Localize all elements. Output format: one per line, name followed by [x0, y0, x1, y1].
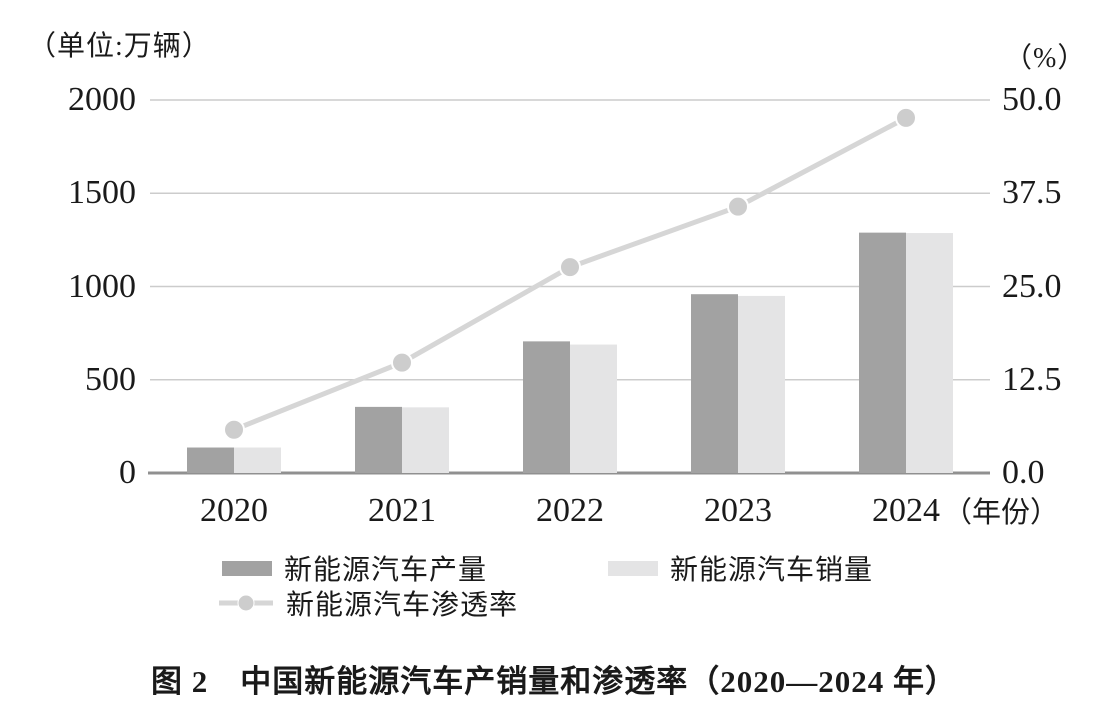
- penetration-marker-2020: [223, 418, 245, 441]
- bar-sales-2021: [402, 407, 449, 473]
- x-axis-label-2020: 2020: [200, 492, 268, 529]
- y-axis-left-tick-label: 500: [85, 360, 136, 398]
- y-axis-right-tick-label: 0.0: [1002, 454, 1045, 491]
- bar-sales-2020: [234, 447, 281, 473]
- penetration-marker-2023: [727, 195, 749, 218]
- penetration-line-swatch-icon: [219, 594, 273, 612]
- bar-sales-2022: [570, 344, 617, 473]
- bar-sales-2023: [738, 295, 785, 473]
- y-axis-right-tick-label: 37.5: [1002, 174, 1062, 212]
- legend-label-penetration: 新能源汽车渗透率: [286, 590, 519, 621]
- y-axis-right-tick-label: 12.5: [1002, 360, 1062, 398]
- penetration-marker-2021: [391, 351, 413, 374]
- bar-production-2022: [523, 341, 570, 473]
- bar-sales-2024: [906, 233, 953, 473]
- chart-plot: [148, 99, 990, 475]
- production-swatch-icon: [222, 560, 272, 576]
- legend-item-sales: 新能源汽车销量: [608, 548, 873, 588]
- x-axis-label-2021: 2021: [368, 492, 436, 529]
- figure-caption: 图 2 中国新能源汽车产销量和渗透率（2020—2024 年）: [151, 664, 957, 699]
- x-axis-label-2024: 2024: [872, 492, 940, 529]
- right-axis-unit-label: （%）: [1004, 43, 1087, 74]
- y-axis-left-tick-label: 1500: [68, 174, 136, 212]
- legend-item-production: 新能源汽车产量: [222, 548, 487, 588]
- bar-production-2020: [187, 447, 234, 473]
- bar-production-2024: [859, 232, 906, 473]
- sales-swatch-icon: [608, 560, 658, 576]
- x-axis-unit-label: （年份）: [943, 497, 1060, 529]
- bar-production-2023: [691, 294, 738, 473]
- legend-label-production: 新能源汽车产量: [284, 555, 488, 586]
- penetration-marker-2022: [559, 256, 581, 279]
- x-axis-label-2022: 2022: [536, 492, 604, 529]
- legend-item-penetration: 新能源汽车渗透率: [218, 583, 518, 623]
- y-axis-left-tick-label: 2000: [68, 81, 136, 118]
- left-axis-unit-label: （单位:万辆）: [28, 31, 211, 62]
- y-axis-left-tick-label: 1000: [68, 267, 136, 305]
- legend-label-sales: 新能源汽车销量: [670, 555, 874, 586]
- y-axis-left-tick-label: 0: [119, 454, 136, 491]
- y-axis-right-tick-label: 50.0: [1002, 81, 1062, 118]
- penetration-marker-2024: [895, 106, 917, 129]
- bar-production-2021: [355, 406, 402, 473]
- x-axis-label-2023: 2023: [704, 492, 772, 529]
- y-axis-right-tick-label: 25.0: [1002, 267, 1062, 305]
